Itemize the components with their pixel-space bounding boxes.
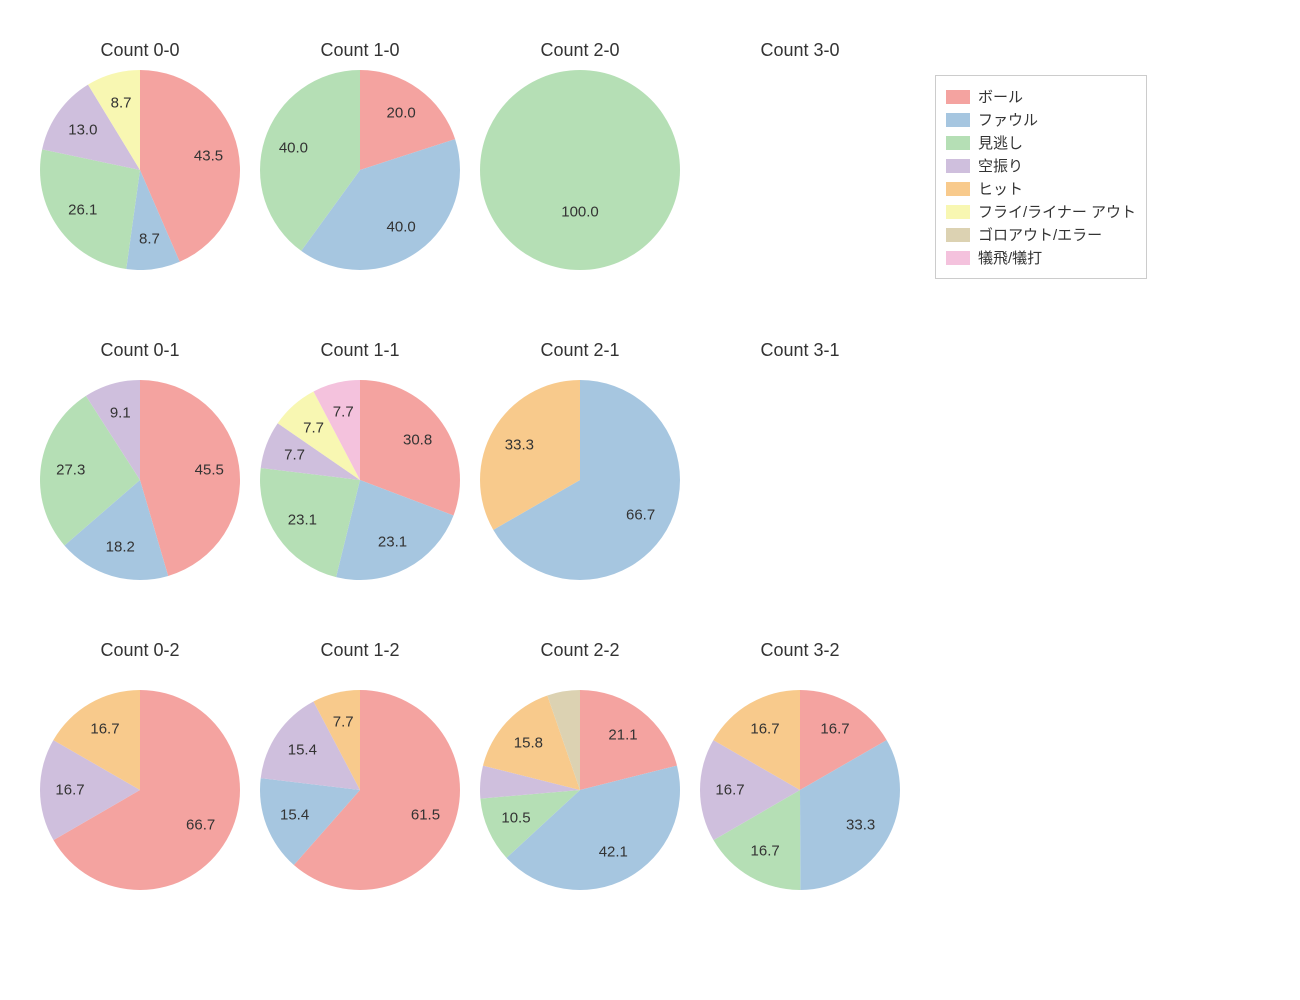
legend-item: ファウル xyxy=(946,109,1136,130)
legend-item: ボール xyxy=(946,86,1136,107)
legend-label: ボール xyxy=(978,86,1023,107)
chart-title: Count 1-0 xyxy=(260,40,460,61)
legend-swatch xyxy=(946,228,970,242)
pie-svg xyxy=(260,70,460,270)
slice-label: 66.7 xyxy=(186,816,215,833)
slice-label: 7.7 xyxy=(284,447,305,464)
chart-title: Count 1-1 xyxy=(260,340,460,361)
slice-label: 61.5 xyxy=(411,806,440,823)
legend-label: フライ/ライナー アウト xyxy=(978,201,1136,222)
pie-chart: 61.5 15.4 15.4 7.7 xyxy=(260,690,460,890)
legend-swatch xyxy=(946,205,970,219)
legend-swatch xyxy=(946,159,970,173)
pie-svg xyxy=(260,380,460,580)
pie-chart: 43.5 8.7 26.1 13.0 8.7 xyxy=(40,70,240,270)
legend-item: 見逃し xyxy=(946,132,1136,153)
slice-label: 9.1 xyxy=(110,404,131,421)
slice-label: 15.8 xyxy=(514,734,543,751)
pie-chart: 66.7 16.7 16.7 xyxy=(40,690,240,890)
slice-label: 33.3 xyxy=(505,436,534,453)
slice-label: 16.7 xyxy=(750,721,779,738)
chart-title: Count 3-1 xyxy=(700,340,900,361)
pie-chart: 100.0 xyxy=(480,70,680,270)
legend-swatch xyxy=(946,182,970,196)
slice-label: 7.7 xyxy=(303,419,324,436)
slice-label: 13.0 xyxy=(68,121,97,138)
legend-item: ヒット xyxy=(946,178,1136,199)
chart-title: Count 3-0 xyxy=(700,40,900,61)
slice-label: 15.4 xyxy=(280,806,309,823)
chart-title: Count 0-2 xyxy=(40,640,240,661)
slice-label: 23.1 xyxy=(288,511,317,528)
slice-label: 100.0 xyxy=(561,204,599,221)
legend-item: 空振り xyxy=(946,155,1136,176)
slice-label: 8.7 xyxy=(139,231,160,248)
pie-chart: 30.8 23.1 23.1 7.7 7.7 7.7 xyxy=(260,380,460,580)
slice-label: 16.7 xyxy=(715,782,744,799)
pie-chart: 45.5 18.2 27.3 9.1 xyxy=(40,380,240,580)
slice-label: 66.7 xyxy=(626,507,655,524)
slice-label: 15.4 xyxy=(288,742,317,759)
legend-swatch xyxy=(946,90,970,104)
pie-chart: 21.1 42.1 10.5 15.8 xyxy=(480,690,680,890)
slice-label: 27.3 xyxy=(56,462,85,479)
slice-label: 16.7 xyxy=(751,842,780,859)
slice-label: 10.5 xyxy=(501,810,530,827)
legend-label: 犠飛/犠打 xyxy=(978,247,1042,268)
slice-label: 45.5 xyxy=(195,462,224,479)
chart-title: Count 2-0 xyxy=(480,40,680,61)
slice-label: 20.0 xyxy=(387,105,416,122)
pie-svg xyxy=(480,690,680,890)
chart-title: Count 0-1 xyxy=(40,340,240,361)
legend-label: ゴロアウト/エラー xyxy=(978,224,1102,245)
chart-title: Count 2-2 xyxy=(480,640,680,661)
pie-slice xyxy=(480,70,680,270)
legend-label: 空振り xyxy=(978,155,1023,176)
pie-chart: 20.0 40.0 40.0 xyxy=(260,70,460,270)
legend-item: 犠飛/犠打 xyxy=(946,247,1136,268)
pie-svg xyxy=(40,380,240,580)
slice-label: 42.1 xyxy=(599,843,628,860)
pie-svg xyxy=(480,70,680,270)
legend-label: ファウル xyxy=(978,109,1038,130)
legend-swatch xyxy=(946,251,970,265)
legend-swatch xyxy=(946,136,970,150)
chart-title: Count 1-2 xyxy=(260,640,460,661)
slice-label: 7.7 xyxy=(333,714,354,731)
legend-label: 見逃し xyxy=(978,132,1023,153)
slice-label: 16.7 xyxy=(90,721,119,738)
slice-label: 16.7 xyxy=(820,721,849,738)
slice-label: 40.0 xyxy=(387,218,416,235)
legend: ボールファウル見逃し空振りヒットフライ/ライナー アウトゴロアウト/エラー犠飛/… xyxy=(935,75,1147,279)
pie-svg xyxy=(260,690,460,890)
slice-label: 33.3 xyxy=(846,816,875,833)
pie-chart: 66.7 33.3 xyxy=(480,380,680,580)
legend-item: フライ/ライナー アウト xyxy=(946,201,1136,222)
slice-label: 23.1 xyxy=(378,533,407,550)
slice-label: 16.7 xyxy=(55,782,84,799)
slice-label: 21.1 xyxy=(608,726,637,743)
chart-title: Count 2-1 xyxy=(480,340,680,361)
pie-chart: 16.7 33.3 16.7 16.7 16.7 xyxy=(700,690,900,890)
slice-label: 40.0 xyxy=(279,140,308,157)
chart-title: Count 0-0 xyxy=(40,40,240,61)
chart-title: Count 3-2 xyxy=(700,640,900,661)
slice-label: 8.7 xyxy=(111,94,132,111)
slice-label: 43.5 xyxy=(194,147,223,164)
pie-svg xyxy=(480,380,680,580)
legend-swatch xyxy=(946,113,970,127)
slice-label: 30.8 xyxy=(403,432,432,449)
legend-label: ヒット xyxy=(978,178,1023,199)
slice-label: 7.7 xyxy=(333,404,354,421)
chart-grid: Count 0-0 43.5 8.7 26.1 13.0 8.7 Count 1-0 20.0… xyxy=(0,0,1300,1000)
slice-label: 18.2 xyxy=(106,539,135,556)
legend-item: ゴロアウト/エラー xyxy=(946,224,1136,245)
slice-label: 26.1 xyxy=(68,202,97,219)
